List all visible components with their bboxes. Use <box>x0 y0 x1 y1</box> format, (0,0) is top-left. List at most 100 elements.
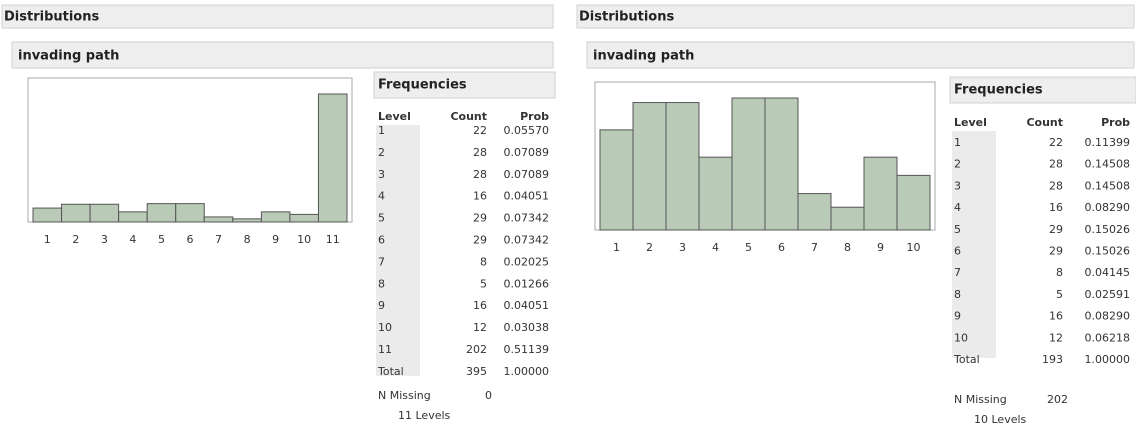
x-tick-label: 7 <box>215 233 222 246</box>
cell: 6 <box>954 245 961 258</box>
cell: 4 <box>378 190 385 203</box>
bar <box>764 97 799 231</box>
cell: 5 <box>378 212 385 225</box>
cell: 6 <box>378 234 385 247</box>
bar <box>175 203 205 223</box>
cell: 0.03038 <box>504 321 550 334</box>
cell: 16 <box>473 190 487 203</box>
cell: 9 <box>378 299 385 312</box>
cell: 0.01266 <box>504 277 550 290</box>
bar <box>118 211 148 223</box>
column-header: Count <box>450 110 487 123</box>
cell: 0.14508 <box>1085 158 1131 171</box>
column-header: Prob <box>1101 116 1130 129</box>
cell: 7 <box>954 266 961 279</box>
cell: 0.14508 <box>1085 179 1131 192</box>
bar <box>731 97 766 231</box>
bar <box>599 129 634 231</box>
total-cell: 1.00000 <box>1085 353 1131 366</box>
frequencies-bar <box>949 76 1136 104</box>
column-header: Prob <box>520 110 549 123</box>
cell: 12 <box>473 321 487 334</box>
levels: 11 Levels <box>398 409 451 422</box>
n-missing: 0 <box>485 389 492 402</box>
cell: 10 <box>378 321 392 334</box>
x-tick-label: 4 <box>129 233 136 246</box>
subheader: invading path <box>18 49 119 64</box>
cell: 0.04145 <box>1085 266 1131 279</box>
cell: 9 <box>954 310 961 323</box>
cell: 0.02591 <box>1085 288 1131 301</box>
histogram-frame <box>27 77 353 223</box>
subheader-bar <box>586 41 1135 69</box>
cell: 1 <box>378 124 385 137</box>
cell: 28 <box>1049 179 1063 192</box>
n-missing-label: N Missing <box>954 393 1007 406</box>
frequencies-bar <box>373 71 556 99</box>
x-tick-label: 2 <box>646 241 653 254</box>
subheader-bar <box>11 41 554 69</box>
cell: 0.08290 <box>1085 310 1131 323</box>
cell: 0.05570 <box>504 124 550 137</box>
cell: 3 <box>378 168 385 181</box>
cell: 7 <box>378 255 385 268</box>
cell: 28 <box>1049 158 1063 171</box>
column-header: Level <box>378 110 411 123</box>
cell: 29 <box>1049 223 1063 236</box>
cell: 8 <box>378 277 385 290</box>
cell: 8 <box>954 288 961 301</box>
cell: 0.08290 <box>1085 201 1131 214</box>
x-tick-label: 9 <box>272 233 279 246</box>
cell: 0.06218 <box>1085 331 1131 344</box>
cell: 0.07089 <box>504 168 550 181</box>
bar <box>146 203 177 223</box>
cell: 2 <box>378 146 385 159</box>
cell: 5 <box>954 223 961 236</box>
header-bar <box>1 4 554 29</box>
cell: 28 <box>473 146 487 159</box>
n-missing-label: N Missing <box>378 389 431 402</box>
cell: 0.15026 <box>1085 223 1131 236</box>
bar <box>232 218 262 223</box>
cell: 5 <box>480 277 487 290</box>
x-tick-label: 6 <box>778 241 785 254</box>
x-tick-label: 3 <box>101 233 108 246</box>
x-tick-label: 3 <box>679 241 686 254</box>
levels: 10 Levels <box>974 413 1027 426</box>
cell: 202 <box>466 343 487 356</box>
bar <box>260 211 291 223</box>
cell: 0.07089 <box>504 146 550 159</box>
cell: 16 <box>473 299 487 312</box>
level-column <box>376 125 420 376</box>
x-tick-label: 6 <box>187 233 194 246</box>
x-tick-label: 8 <box>844 241 851 254</box>
cell: 0.04051 <box>504 190 550 203</box>
bar <box>89 203 120 223</box>
cell: 11 <box>378 343 392 356</box>
bar <box>863 156 898 231</box>
cell: 1 <box>954 136 961 149</box>
n-missing: 202 <box>1047 393 1068 406</box>
cell: 10 <box>954 331 968 344</box>
subheader: invading path <box>593 49 694 64</box>
header: Distributions <box>579 10 674 25</box>
cell: 5 <box>1056 288 1063 301</box>
column-header: Count <box>1026 116 1063 129</box>
cell: 8 <box>480 255 487 268</box>
bar <box>698 156 733 231</box>
cell: 0.15026 <box>1085 245 1131 258</box>
cell: 12 <box>1049 331 1063 344</box>
header: Distributions <box>4 10 99 25</box>
bar <box>289 213 319 223</box>
x-tick-label: 5 <box>745 241 752 254</box>
bar <box>32 207 63 223</box>
bar <box>797 193 832 231</box>
cell: 29 <box>473 212 487 225</box>
bar <box>632 102 667 231</box>
x-tick-label: 11 <box>326 233 340 246</box>
x-tick-label: 1 <box>613 241 620 254</box>
cell: 0.07342 <box>504 234 550 247</box>
x-tick-label: 8 <box>244 233 251 246</box>
cell: 16 <box>1049 310 1063 323</box>
